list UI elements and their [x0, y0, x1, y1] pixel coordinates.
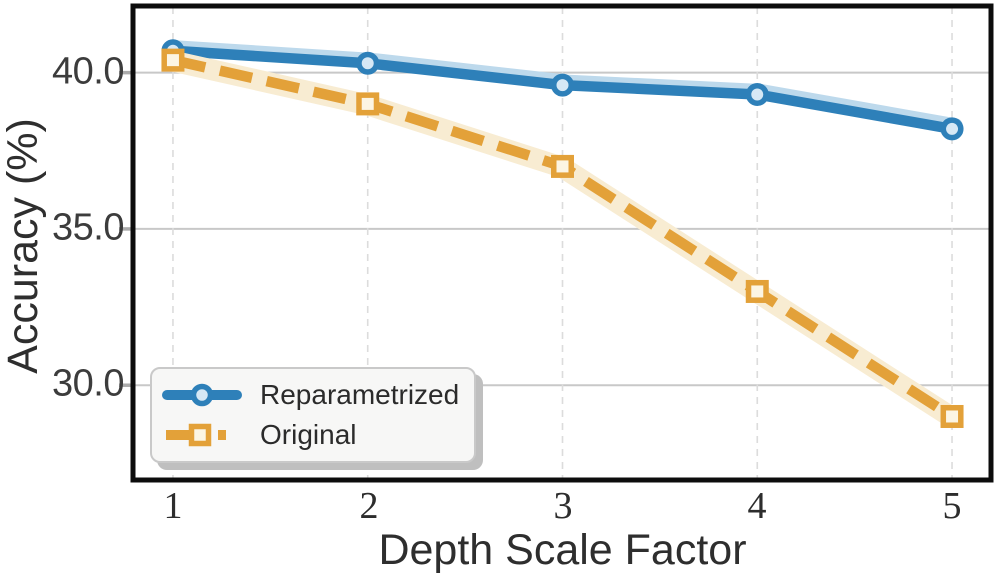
legend-square-original	[188, 423, 212, 447]
legend-marker-reparametrized-icon	[162, 383, 242, 407]
x-tick-label: 2	[359, 485, 379, 527]
x-tick-label: 4	[747, 485, 767, 527]
data-point-marker	[745, 83, 769, 107]
data-point-marker	[356, 51, 380, 75]
legend-item-reparametrized: Reparametrized	[152, 375, 474, 415]
x-tick-label: 3	[553, 485, 573, 527]
y-tick-label: 30.0	[52, 362, 124, 405]
data-point-marker	[940, 404, 964, 428]
data-point-marker	[161, 48, 185, 72]
legend-label: Original	[260, 419, 357, 450]
x-tick-label: 5	[942, 485, 962, 527]
data-point-marker	[551, 154, 574, 178]
x-tick-label: 1	[163, 485, 183, 527]
data-point-marker	[551, 73, 574, 97]
x-axis-label: Depth Scale Factor	[378, 526, 747, 574]
legend-circle-reparametrized	[190, 383, 214, 407]
legend-label: Reparametrized	[260, 379, 460, 410]
plot-frame	[130, 3, 994, 483]
legend-item-original: Original	[152, 415, 474, 455]
y-tick-label: 35.0	[52, 206, 124, 249]
data-point-marker	[940, 117, 964, 141]
legend: Reparametrized Original	[150, 367, 476, 463]
data-point-marker	[745, 279, 769, 303]
y-axis-label: Accuracy (%)	[0, 118, 47, 374]
data-point-marker	[356, 92, 380, 116]
legend-marker-original-icon	[166, 423, 240, 447]
y-tick-label: 40.0	[52, 50, 124, 93]
